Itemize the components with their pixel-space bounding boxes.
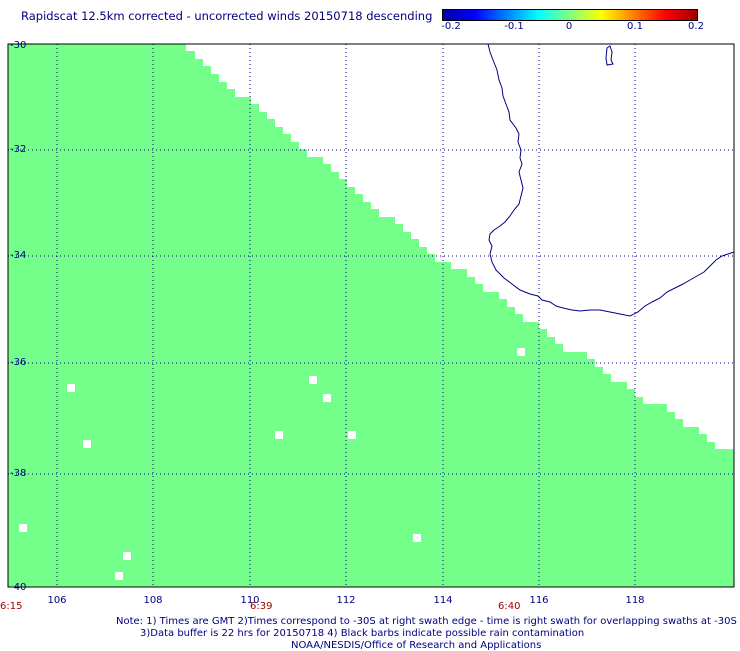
colorbar-tick-label: -0.1 bbox=[504, 21, 524, 32]
longitude-tick-label: 110 bbox=[240, 595, 259, 606]
swath-time-label: 6:15 bbox=[0, 601, 22, 612]
latitude-tick-label: -38 bbox=[10, 468, 26, 479]
longitude-tick-label: 108 bbox=[143, 595, 162, 606]
note-line-2: 3)Data buffer is 22 hrs for 20150718 4) … bbox=[140, 628, 585, 639]
colorbar-tick-label: 0.2 bbox=[688, 21, 704, 32]
swath-time-label: 6:39 bbox=[250, 601, 272, 612]
latitude-tick-label: -34 bbox=[10, 250, 26, 261]
colorbar-tick-label: -0.2 bbox=[441, 21, 461, 32]
longitude-tick-label: 116 bbox=[529, 595, 548, 606]
note-line-1: Note: 1) Times are GMT 2)Times correspon… bbox=[116, 616, 737, 627]
missing-data-cell bbox=[323, 394, 331, 402]
swath-time-label: 6:40 bbox=[498, 601, 520, 612]
latitude-tick-label: -32 bbox=[10, 144, 26, 155]
missing-data-cell bbox=[123, 552, 131, 560]
missing-data-cell bbox=[275, 431, 283, 439]
missing-data-cell bbox=[413, 534, 421, 542]
longitude-tick-label: 106 bbox=[47, 595, 66, 606]
longitude-tick-label: 118 bbox=[625, 595, 644, 606]
map-title: Rapidscat 12.5km corrected - uncorrected… bbox=[21, 9, 433, 23]
colorbar-tick-label: 0 bbox=[565, 21, 573, 32]
gridlines bbox=[8, 44, 734, 587]
missing-data-cell bbox=[309, 376, 317, 384]
latitude-tick-label: -36 bbox=[10, 357, 26, 368]
longitude-tick-label: 114 bbox=[433, 595, 452, 606]
missing-data-cell bbox=[67, 384, 75, 392]
colorbar bbox=[442, 9, 698, 21]
missing-data-cell bbox=[19, 524, 27, 532]
colorbar-tick-label: 0.1 bbox=[627, 21, 643, 32]
australia-coastline bbox=[487, 43, 735, 317]
missing-data-cell bbox=[83, 440, 91, 448]
plot-frame bbox=[7, 43, 735, 588]
latitude-tick-label: -30 bbox=[10, 40, 26, 51]
note-line-3: NOAA/NESDIS/Office of Research and Appli… bbox=[291, 640, 542, 651]
coastal-island bbox=[605, 45, 614, 66]
missing-data-cell bbox=[348, 431, 356, 439]
missing-data-cells bbox=[19, 348, 525, 580]
longitude-tick-label: 112 bbox=[336, 595, 355, 606]
missing-data-cell bbox=[115, 572, 123, 580]
missing-data-cell bbox=[517, 348, 525, 356]
latitude-tick-label: -40 bbox=[10, 582, 26, 593]
swath-coverage bbox=[8, 44, 734, 587]
